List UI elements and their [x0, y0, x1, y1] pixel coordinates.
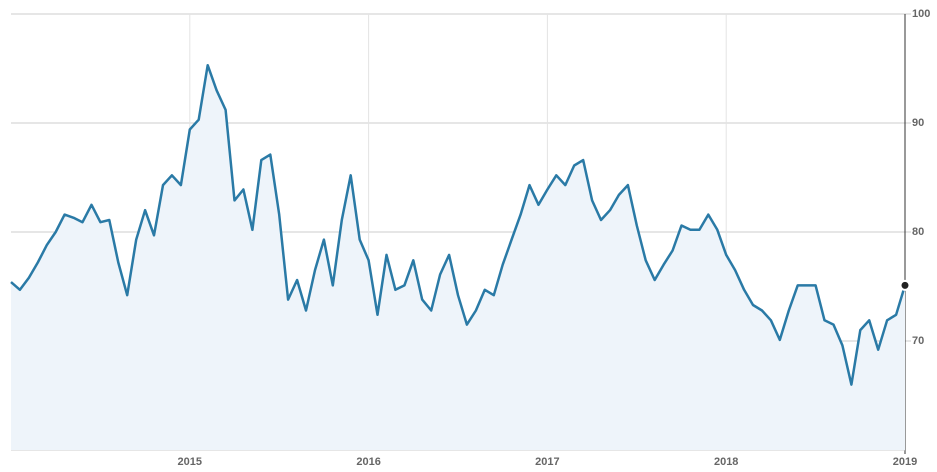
x-tick-label: 2016 — [356, 456, 380, 468]
area — [11, 65, 905, 450]
y-tick-label: 70 — [912, 335, 924, 347]
line — [10, 63, 907, 386]
y-tick-label: 80 — [912, 226, 924, 238]
x-tick-label: 2017 — [535, 456, 559, 468]
y-tick-label: 90 — [912, 117, 924, 129]
x-tick-label: 2015 — [178, 456, 202, 468]
x-tick-label: 2018 — [714, 456, 738, 468]
end-marker — [899, 279, 911, 291]
x-tick-label: 2019 — [893, 456, 917, 468]
y-tick-label: 100 — [912, 8, 930, 20]
